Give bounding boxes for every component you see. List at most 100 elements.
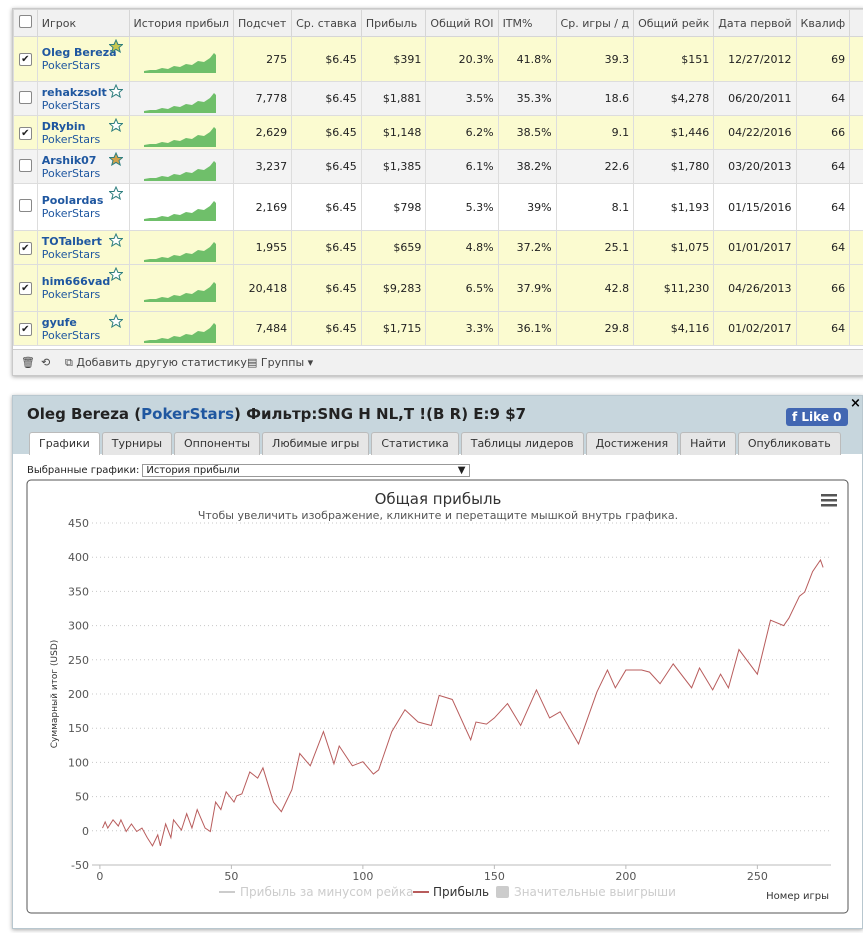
select-all[interactable] — [18, 15, 32, 28]
y-tick-label: 250 — [68, 654, 89, 667]
favorite-icon[interactable] — [108, 314, 123, 328]
row-checkbox[interactable]: ✔ — [18, 322, 32, 336]
stat-cell-more — [849, 36, 863, 82]
favorite-icon[interactable] — [108, 118, 123, 132]
y-tick-label: 0 — [82, 825, 89, 838]
close-button[interactable]: × — [850, 396, 861, 411]
stat-cell: 39% — [497, 183, 557, 231]
tab[interactable]: Оппоненты — [174, 432, 261, 455]
sparkline-cell — [128, 36, 235, 82]
like-button[interactable]: f Like 0 — [786, 408, 848, 426]
tab[interactable]: Опубликовать — [737, 432, 841, 455]
selector-value: История прибыли — [146, 465, 240, 476]
player-row: rehakzsolt PokerStars 7,778 $6.45 $1,881 3.5%… — [13, 81, 863, 116]
tab[interactable]: Турниры — [101, 432, 173, 455]
stat-cell: 69 — [795, 36, 851, 82]
stat-cell: $1,193 — [633, 183, 715, 231]
star — [108, 186, 123, 200]
column-header-more — [849, 9, 863, 37]
select-cell — [13, 81, 38, 116]
player-row: Arshik07 PokerStars 3,237 $6.45 $1,385 6.1% 38… — [13, 149, 863, 184]
sparkline-area — [143, 322, 216, 343]
player-name[interactable]: TOTalbert — [41, 234, 102, 248]
sparkline-area — [143, 241, 216, 262]
row-checkbox[interactable] — [18, 199, 32, 212]
title-filter: ) Фильтр:SNG H NL,T !(B R) E:9 $7 — [234, 405, 527, 423]
y-axis-title: Суммарный итог (USD) — [50, 640, 60, 749]
column-header: Квалиф — [795, 9, 851, 37]
stat-cell: 20.3% — [425, 36, 499, 82]
sparkline — [143, 201, 216, 221]
star — [108, 118, 123, 132]
check-mark: ✔ — [21, 242, 30, 254]
stat-cell: $1,446 — [633, 115, 715, 150]
tab[interactable]: Статистика — [371, 432, 459, 455]
row-checkbox[interactable]: ✔ — [18, 282, 32, 295]
header-select — [13, 9, 38, 37]
x-tick-label: 100 — [352, 870, 373, 883]
stat-cell: 2,629 — [233, 115, 293, 150]
y-tick-label: 300 — [68, 620, 89, 633]
add-stat[interactable]: ⧉ Добавить другую статистику — [65, 356, 247, 369]
stat-cell: 64 — [795, 230, 851, 265]
refresh-icon[interactable]: ⟲ — [41, 356, 51, 369]
tab[interactable]: Графики — [29, 432, 100, 455]
sparkline-cell — [128, 81, 235, 116]
tab[interactable]: Достижения — [585, 432, 679, 455]
stat-cell: 04/26/2013 — [713, 264, 797, 312]
row-checkbox[interactable]: ✔ — [18, 241, 32, 255]
stat-cell: $1,148 — [360, 115, 427, 150]
profit-line — [102, 558, 824, 847]
tab[interactable]: Любимые игры — [262, 432, 370, 455]
row-checkbox[interactable] — [18, 158, 32, 172]
stat-cell: 4.8% — [425, 230, 499, 265]
player-name[interactable]: him666vad — [41, 275, 111, 288]
player-name[interactable]: gyufe — [41, 315, 77, 329]
star — [108, 39, 123, 53]
column-header: Игрок — [36, 9, 130, 37]
stat-cell: 12/27/2012 — [713, 36, 797, 82]
stat-cell: 38.2% — [497, 149, 557, 184]
sparkline-cell — [128, 149, 235, 184]
sparkline — [143, 282, 216, 302]
row-checkbox[interactable] — [18, 90, 32, 104]
menu-icon[interactable] — [821, 494, 837, 507]
tab[interactable]: Таблицы лидеров — [460, 432, 584, 455]
stats-table: Игрок История прибыл Подсчет Ср. ставка Приб… — [13, 9, 863, 346]
stat-cell: 64 — [795, 81, 851, 116]
player-site: PokerStars — [41, 132, 101, 146]
stat-cell: $1,715 — [360, 311, 427, 346]
player-name[interactable]: DRybin — [41, 119, 86, 133]
stat-cell: 01/02/2017 — [713, 311, 797, 346]
stat-cell: $6.45 — [291, 264, 362, 312]
player-cell: Arshik07 PokerStars — [36, 149, 130, 184]
player-name[interactable]: Arshik07 — [41, 153, 97, 167]
row-checkbox[interactable]: ✔ — [18, 53, 32, 66]
player-name[interactable]: Oleg Bereza — [41, 46, 117, 59]
legend-item-inactive: Значительные выигрыши — [514, 885, 676, 899]
favorite-icon[interactable] — [108, 39, 123, 53]
select-cell: ✔ — [13, 264, 38, 312]
favorite-icon[interactable] — [108, 267, 123, 281]
selector-dropdown[interactable]: История прибыли ▼ — [142, 464, 471, 477]
favorite-icon[interactable] — [108, 233, 123, 247]
stat-cell: 6.2% — [425, 115, 499, 150]
favorite-icon[interactable] — [108, 84, 123, 98]
stat-cell: 2,169 — [233, 183, 293, 231]
delete-icon[interactable]: 🗑 — [21, 356, 35, 369]
player-name[interactable]: Poolardas — [41, 194, 104, 207]
groups[interactable]: ▤ Группы ▾ — [247, 356, 314, 369]
stat-cell: 35.3% — [497, 81, 557, 116]
stat-cell: 37.9% — [497, 264, 557, 312]
player-panel: Oleg Bereza (PokerStars) Фильтр:SNG H NL… — [12, 395, 863, 929]
favorite-icon[interactable] — [108, 152, 123, 166]
row-checkbox[interactable]: ✔ — [18, 126, 32, 140]
favorite-icon[interactable] — [108, 186, 123, 200]
title-site[interactable]: PokerStars — [141, 405, 235, 423]
tab[interactable]: Найти — [680, 432, 736, 455]
sparkline-area — [143, 160, 216, 181]
stat-cell: 22.6 — [555, 149, 635, 184]
player-name[interactable]: rehakzsolt — [41, 85, 107, 99]
stat-cell: 6.1% — [425, 149, 499, 184]
